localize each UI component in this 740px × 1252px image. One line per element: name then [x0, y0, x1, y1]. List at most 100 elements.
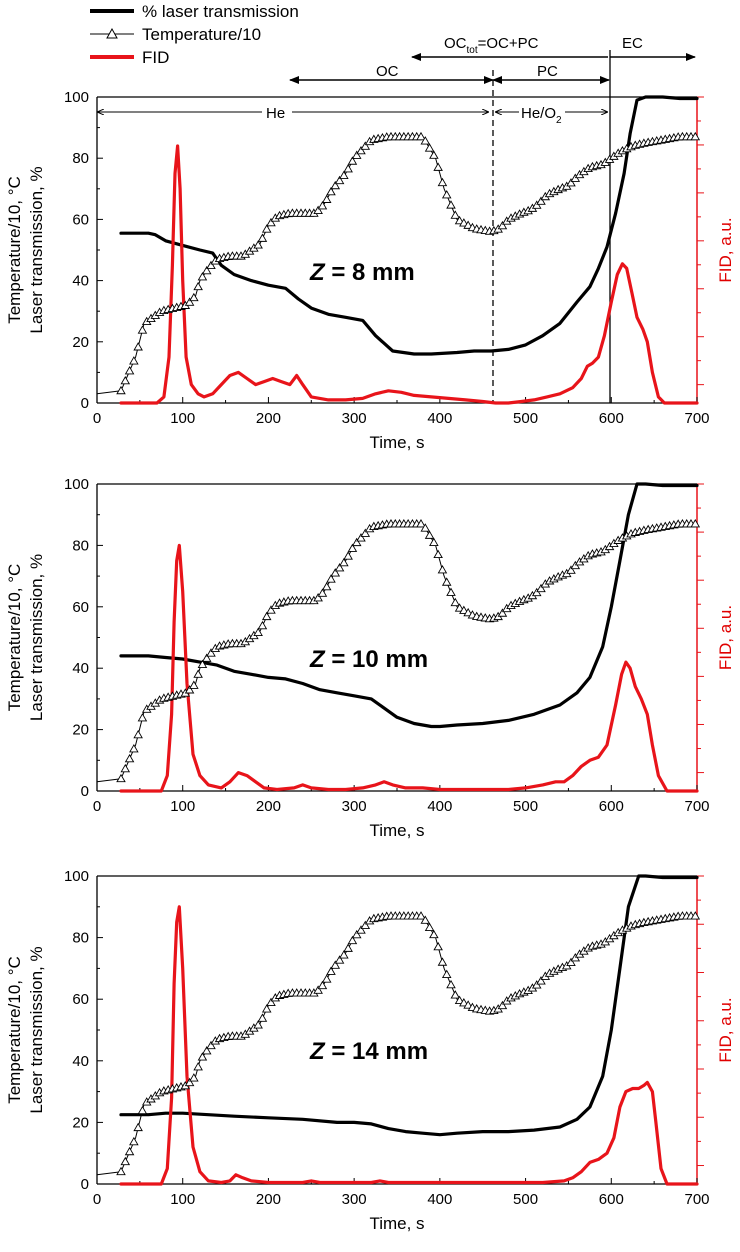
- x-tick-label: 600: [599, 1191, 624, 1208]
- temperature-marker: [266, 605, 276, 614]
- temperature-marker: [201, 265, 212, 275]
- temperature-marker: [446, 979, 456, 989]
- temperature-marker: [133, 729, 143, 739]
- temperature-marker: [497, 220, 508, 230]
- y2-axis-title: FID, a.u.: [716, 997, 735, 1062]
- temperature-marker: [690, 131, 701, 141]
- temperature-marker: [193, 281, 203, 291]
- temperature-marker: [266, 997, 276, 1007]
- laser-transmission-line: [119, 874, 699, 1137]
- temperature-marker: [459, 218, 469, 227]
- x-tick-label: 200: [256, 1191, 281, 1208]
- panel-z8: 0 100 200 300 400 500 600 700 0 20 40 60 80 100 Time, …: [5, 89, 735, 452]
- temperature-marker: [313, 592, 323, 602]
- fid-line: [119, 144, 699, 405]
- temperature-marker: [201, 653, 212, 662]
- x-tick-label: 0: [93, 1191, 101, 1208]
- temperature-marker: [690, 519, 701, 528]
- temperature-marker: [257, 620, 268, 630]
- temperature-marker: [347, 156, 358, 165]
- temperature-marker: [133, 342, 143, 351]
- temperature-marker: [360, 920, 371, 930]
- temperature-marker: [351, 929, 362, 939]
- temperature-marker: [463, 607, 473, 617]
- octot-label: OCtot=OC+PC: [444, 35, 539, 56]
- x-tick-label: 0: [93, 798, 101, 815]
- x-tick-label: 300: [342, 798, 367, 815]
- temperature-marker: [343, 551, 353, 560]
- legend-laser-label: % laser transmission: [142, 2, 299, 21]
- y-tick-label: 100: [64, 89, 89, 106]
- y-axis-title-line2: Laser transmission, %: [27, 554, 46, 721]
- temperature-marker: [356, 925, 366, 934]
- temperature-marker: [463, 1000, 473, 1009]
- temperature-marker: [441, 577, 452, 586]
- temperature-marker: [463, 220, 473, 229]
- temperature-marker: [129, 1136, 139, 1146]
- temperature-marker: [317, 201, 328, 210]
- x-axis-title: Time, s: [369, 1214, 424, 1233]
- temperature-marker: [454, 603, 465, 612]
- x-tick-label: 200: [256, 410, 281, 427]
- y-axis-title-line1: Temperature/10, °C: [5, 956, 24, 1104]
- x-tick-label: 700: [684, 410, 709, 427]
- y-axis-title-line2: Laser transmission, %: [27, 946, 46, 1113]
- temperature-marker: [257, 1013, 268, 1022]
- panel-label: Z = 8 mm: [309, 259, 415, 286]
- temperature-marker: [566, 957, 576, 966]
- temperature-marker: [184, 1077, 195, 1087]
- temperature-marker: [347, 935, 358, 945]
- temperature-marker: [536, 196, 546, 205]
- legend: % laser transmission Temperature/10 FID: [90, 2, 299, 67]
- y-tick-label: 0: [81, 783, 89, 800]
- temperature-marker: [189, 292, 199, 302]
- fid-line: [119, 905, 699, 1186]
- temperature-marker: [133, 1122, 143, 1132]
- temperature-marker: [137, 325, 148, 334]
- y-tick-label: 60: [72, 211, 89, 228]
- temperature-marker: [433, 162, 443, 171]
- temperature-marker: [536, 976, 546, 985]
- temperature-marker: [497, 1000, 508, 1010]
- temperature-marker: [197, 1052, 208, 1061]
- temperature-marker: [437, 565, 448, 574]
- temperature-marker: [266, 217, 276, 227]
- temperature-marker: [339, 170, 349, 179]
- temperature-marker: [356, 145, 366, 155]
- heo2-label: He/O2: [521, 105, 562, 126]
- temperature-marker: [321, 194, 332, 203]
- y-tick-label: 80: [72, 930, 89, 947]
- temperature-marker: [253, 627, 263, 637]
- temperature-marker: [137, 713, 148, 722]
- laser-transmission-line: [119, 482, 699, 729]
- temperature-marker: [433, 549, 443, 559]
- y-tick-label: 0: [81, 395, 89, 412]
- temperature-marker: [343, 164, 353, 173]
- temperature-marker: [189, 1073, 199, 1082]
- temperature-marker: [120, 1156, 131, 1166]
- panel-z14: 0 100 200 300 400 500 600 700 0 20 40 60 80 100 Time, …: [5, 868, 735, 1233]
- temperature-marker: [257, 233, 268, 242]
- temperature-marker: [360, 528, 371, 537]
- temperature-marker: [429, 929, 439, 939]
- legend-temp-label: Temperature/10: [142, 25, 261, 44]
- temperature-marker: [343, 943, 353, 952]
- temperature-marker: [193, 669, 203, 678]
- panel-label-z: Z: [309, 259, 326, 286]
- temperature-marker: [339, 557, 349, 567]
- temperature-marker: [330, 568, 341, 577]
- pc-label: PC: [537, 63, 558, 80]
- x-tick-label: 600: [599, 798, 624, 815]
- temperature-marker: [206, 260, 216, 270]
- temperature-marker: [429, 537, 439, 546]
- temperature-marker: [347, 543, 358, 552]
- temperature-marker: [454, 995, 465, 1005]
- panel-label-value: = 8 mm: [325, 259, 415, 286]
- temperature-marker: [326, 186, 336, 196]
- x-tick-label: 100: [170, 798, 195, 815]
- temperature-marker: [339, 950, 349, 959]
- y-axis-title-line1: Temperature/10, °C: [5, 564, 24, 712]
- panel-label-value: = 10 mm: [325, 646, 428, 673]
- y-tick-label: 0: [81, 1176, 89, 1193]
- temperature-marker: [420, 136, 431, 145]
